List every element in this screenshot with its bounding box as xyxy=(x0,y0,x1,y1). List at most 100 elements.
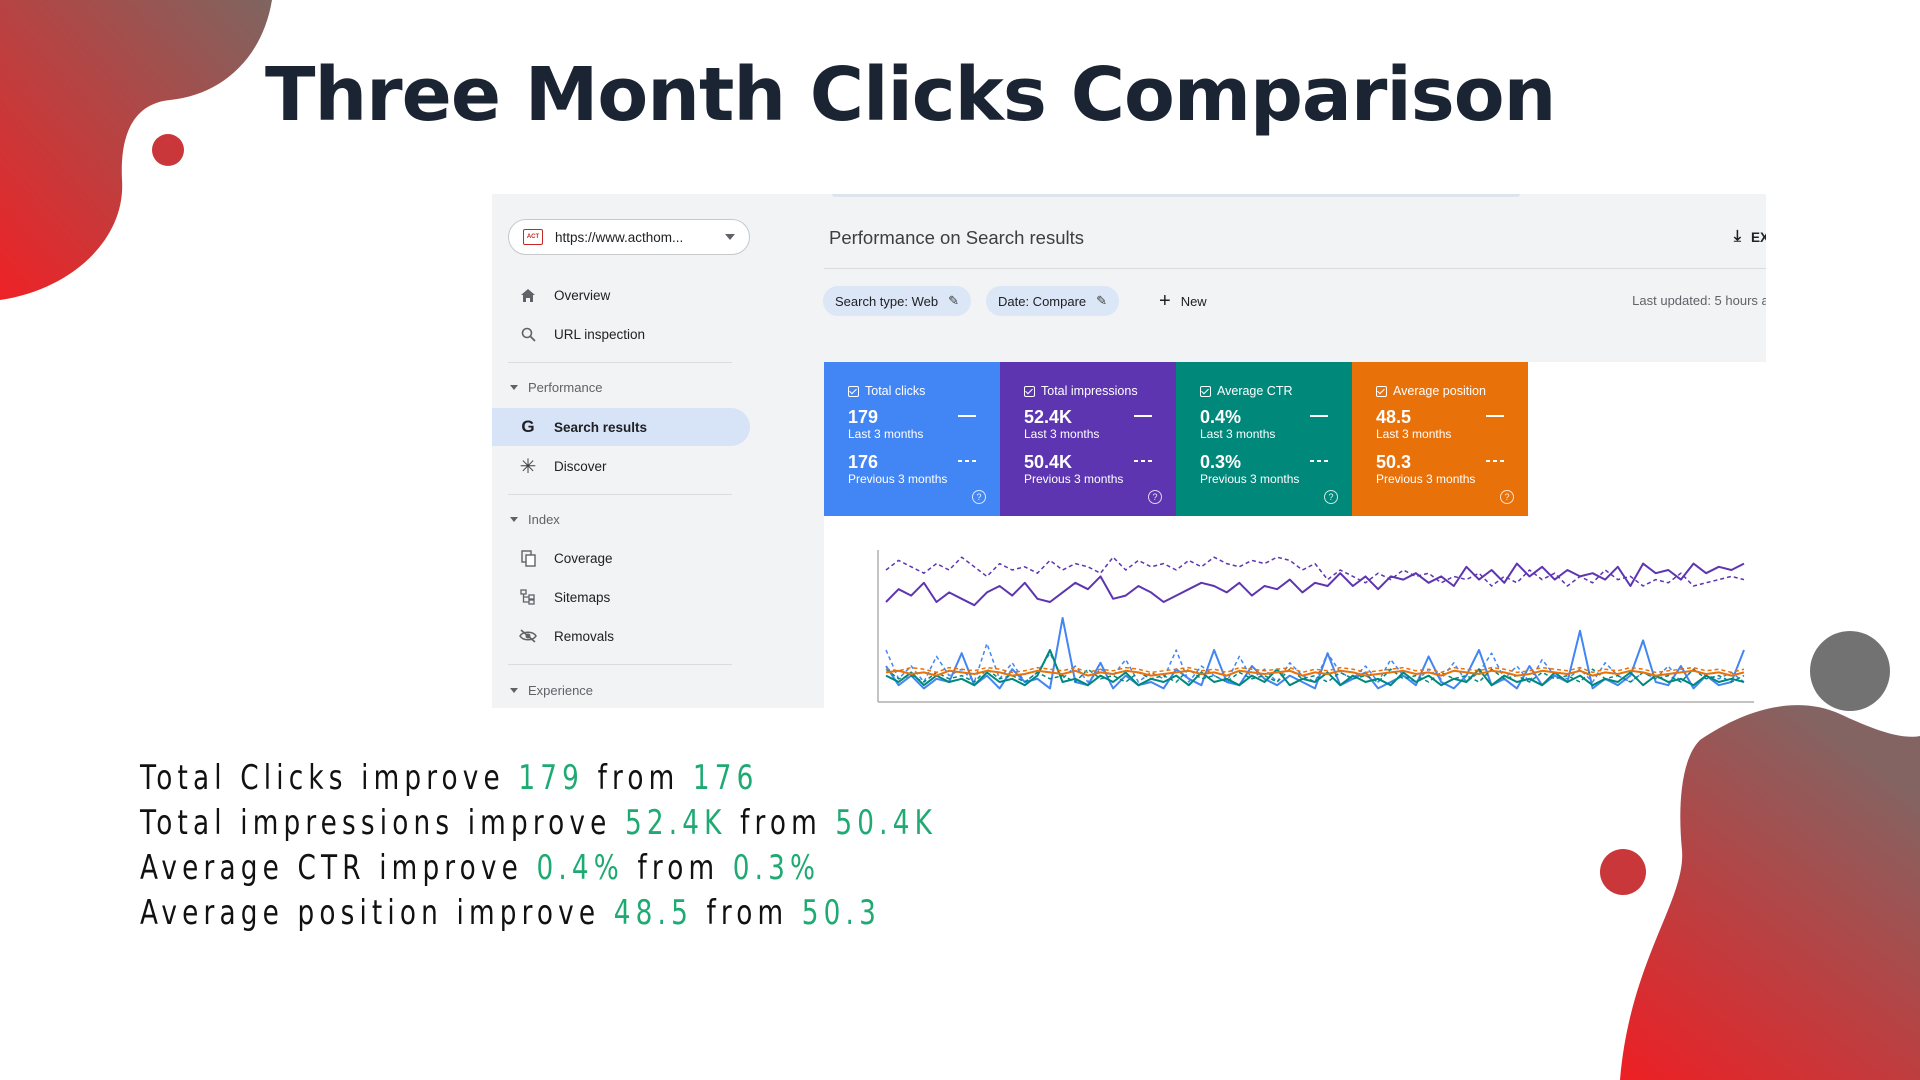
series-line-6 xyxy=(885,669,1745,677)
plus-icon: + xyxy=(1159,289,1171,312)
metric-previous-label: Previous 3 months xyxy=(848,472,948,486)
sidebar-item-coverage[interactable]: Coverage xyxy=(492,539,750,577)
metric-title: Average position xyxy=(1393,384,1486,398)
solid-line-legend xyxy=(1310,415,1328,417)
performance-header: Performance on Search results ⤓ EXP Sear… xyxy=(823,194,1766,362)
metric-card-total-impressions[interactable]: Total impressions 52.4K Last 3 months 50… xyxy=(1000,362,1176,516)
dashed-line-legend xyxy=(1486,460,1504,462)
section-label: Index xyxy=(528,512,560,527)
sidebar-item-label: Removals xyxy=(554,628,615,644)
help-icon[interactable]: ? xyxy=(972,490,986,504)
section-label: Performance xyxy=(528,380,603,395)
filter-chip-search-type[interactable]: Search type: Web ✎ xyxy=(823,286,971,316)
metric-current-value: 0.4% xyxy=(1200,407,1242,427)
site-logo: ACT xyxy=(523,229,543,245)
property-url: https://www.acthom... xyxy=(555,229,684,245)
sidebar-item-search-results[interactable]: G Search results xyxy=(492,408,750,446)
dashed-line-legend xyxy=(958,460,976,462)
export-button[interactable]: ⤓ EXP xyxy=(1734,228,1766,246)
help-icon[interactable]: ? xyxy=(1500,490,1514,504)
metric-card-average-position[interactable]: Average position 48.5 Last 3 months 50.3… xyxy=(1352,362,1528,516)
summary-previous-value: 50.3 xyxy=(801,893,881,933)
summary-line-impressions: Total impressions improve 52.4K from 50.… xyxy=(140,801,937,846)
sidebar-item-label: Search results xyxy=(554,419,648,435)
help-icon[interactable]: ? xyxy=(1148,490,1162,504)
series-line-7 xyxy=(885,666,1745,674)
summary-text: Average position improve xyxy=(140,893,614,933)
metric-card-total-clicks[interactable]: Total clicks 179 Last 3 months 176 Previ… xyxy=(824,362,1000,516)
solid-line-legend xyxy=(1486,415,1504,417)
series-line-0 xyxy=(885,562,1745,607)
edit-pencil-icon: ✎ xyxy=(948,293,959,308)
checkbox-checked-icon xyxy=(1376,385,1387,397)
sidebar-item-sitemaps[interactable]: Sitemaps xyxy=(492,578,750,616)
sidebar-item-overview[interactable]: Overview xyxy=(492,276,750,314)
page-title: Performance on Search results xyxy=(829,227,1085,248)
filter-chip-date[interactable]: Date: Compare ✎ xyxy=(986,286,1120,316)
new-filter-button[interactable]: + New xyxy=(1159,286,1207,316)
home-icon xyxy=(518,288,538,303)
collapse-triangle-icon xyxy=(510,688,518,693)
series-line-4 xyxy=(885,649,1745,687)
sidebar-item-url-inspection[interactable]: URL inspection xyxy=(492,315,750,353)
sidebar-divider xyxy=(508,664,732,665)
metric-previous-label: Previous 3 months xyxy=(1376,472,1476,486)
collapse-triangle-icon xyxy=(510,517,518,522)
export-label: EXP xyxy=(1750,229,1766,245)
property-selector[interactable]: ACT https://www.acthom... xyxy=(508,219,750,255)
summary-text: from xyxy=(726,803,836,843)
summary-current-value: 0.4% xyxy=(536,848,624,888)
summary-text: from xyxy=(692,893,802,933)
summary-current-value: 179 xyxy=(518,758,585,798)
metric-previous-value: 50.3 xyxy=(1376,452,1412,472)
checkbox-checked-icon xyxy=(848,385,859,397)
download-icon: ⤓ xyxy=(1733,228,1741,245)
summary-text: from xyxy=(623,848,733,888)
sidebar-item-discover[interactable]: ✳ Discover xyxy=(492,447,750,485)
metric-title: Total clicks xyxy=(865,384,926,398)
metric-current-value: 48.5 xyxy=(1376,407,1412,427)
summary-text: Total impressions improve xyxy=(140,803,625,843)
metric-previous-value: 176 xyxy=(848,452,879,472)
sidebar-divider xyxy=(508,362,732,363)
summary-line-ctr: Average CTR improve 0.4% from 0.3% xyxy=(140,846,937,891)
google-g-icon: G xyxy=(521,417,535,436)
section-label: Experience xyxy=(528,683,594,698)
asterisk-icon: ✳ xyxy=(519,455,537,478)
checkbox-checked-icon xyxy=(1024,385,1035,397)
metric-current-value: 52.4K xyxy=(1024,407,1073,427)
slide-title: Three Month Clicks Comparison xyxy=(265,52,1556,138)
series-line-3 xyxy=(885,642,1745,683)
grey-circle-decoration xyxy=(1810,631,1890,711)
chip-label: Search type: Web xyxy=(835,293,939,309)
summary-line-position: Average position improve 48.5 from 50.3 xyxy=(140,891,937,936)
edit-pencil-icon: ✎ xyxy=(1096,293,1108,308)
sidebar-divider xyxy=(508,494,732,495)
metric-card-average-ctr[interactable]: Average CTR 0.4% Last 3 months 0.3% Prev… xyxy=(1176,362,1352,516)
summary-previous-value: 176 xyxy=(692,758,759,798)
summary-line-clicks: Total Clicks improve 179 from 176 xyxy=(140,756,937,801)
sidebar-item-removals[interactable]: Removals xyxy=(492,617,750,655)
dashed-line-legend xyxy=(1134,460,1152,462)
new-label: New xyxy=(1180,293,1207,309)
series-line-2 xyxy=(885,617,1745,690)
checkbox-checked-icon xyxy=(1200,385,1211,397)
help-icon[interactable]: ? xyxy=(1324,490,1338,504)
red-dot-decoration xyxy=(152,134,184,166)
sidebar-section-performance[interactable]: Performance xyxy=(510,380,602,395)
metric-current-label: Last 3 months xyxy=(848,427,924,441)
solid-line-legend xyxy=(1134,415,1152,417)
dashed-line-legend xyxy=(1310,460,1328,462)
sidebar-section-index[interactable]: Index xyxy=(510,512,560,527)
summary-current-value: 48.5 xyxy=(613,893,693,933)
top-left-blob-decoration xyxy=(0,0,272,300)
solid-line-legend xyxy=(958,415,976,417)
sidebar-item-label: Coverage xyxy=(554,550,613,566)
sidebar-section-experience[interactable]: Experience xyxy=(510,683,593,698)
bottom-right-blob-decoration xyxy=(1620,705,1920,1080)
metric-cards: Total clicks 179 Last 3 months 176 Previ… xyxy=(824,362,1528,516)
series-line-1 xyxy=(885,556,1745,587)
metric-current-value: 179 xyxy=(848,407,879,427)
line-chart-svg xyxy=(877,550,1754,703)
summary-current-value: 52.4K xyxy=(624,803,727,843)
